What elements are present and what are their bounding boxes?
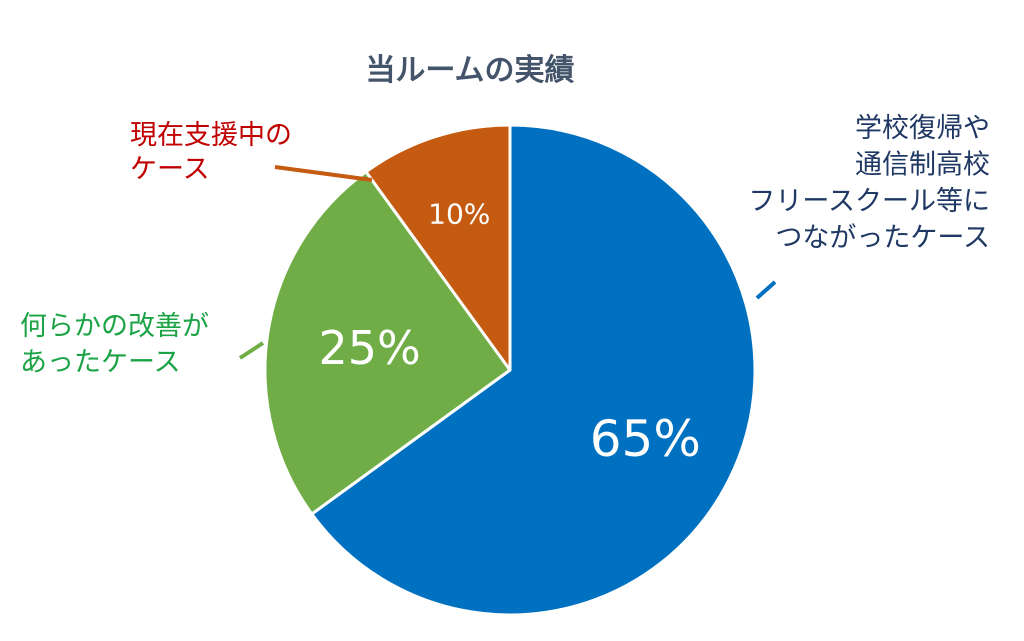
leader-line-2 — [238, 341, 265, 360]
chart-title: 当ルームの実績 — [365, 53, 574, 88]
leader-line-1 — [755, 280, 777, 300]
leader-line-3 — [274, 165, 373, 182]
category-label-line: 学校復帰や — [855, 113, 990, 144]
category-label-line: 通信制高校 — [855, 150, 990, 181]
category-label-line: 現在支援中の — [130, 120, 292, 151]
pie-slice-3 — [364, 123, 512, 372]
pie-slice-2 — [263, 170, 512, 516]
slice-value-label-1: 65% — [590, 410, 701, 468]
category-label-line: 何らかの改善が — [20, 311, 209, 342]
slice-category-label-2: 何らかの改善があったケース — [20, 311, 209, 378]
slice-value-label-2: 25% — [318, 321, 420, 375]
category-label-line: つながったケース — [775, 223, 990, 254]
category-label-line: あったケース — [20, 347, 181, 378]
slice-value-label-3: 10% — [428, 197, 490, 230]
category-label-line: ケース — [130, 154, 210, 185]
slice-category-label-1: 学校復帰や通信制高校フリースクール等につながったケース — [748, 113, 990, 254]
pie-slices — [263, 123, 757, 617]
slice-callouts: 学校復帰や通信制高校フリースクール等につながったケース何らかの改善があったケース… — [20, 113, 990, 378]
category-label-line: フリースクール等に — [748, 186, 990, 217]
slice-value-labels: 65% 25% 10% — [318, 197, 700, 468]
slice-category-label-3: 現在支援中のケース — [130, 120, 292, 185]
pie-slice-1 — [310, 123, 757, 617]
